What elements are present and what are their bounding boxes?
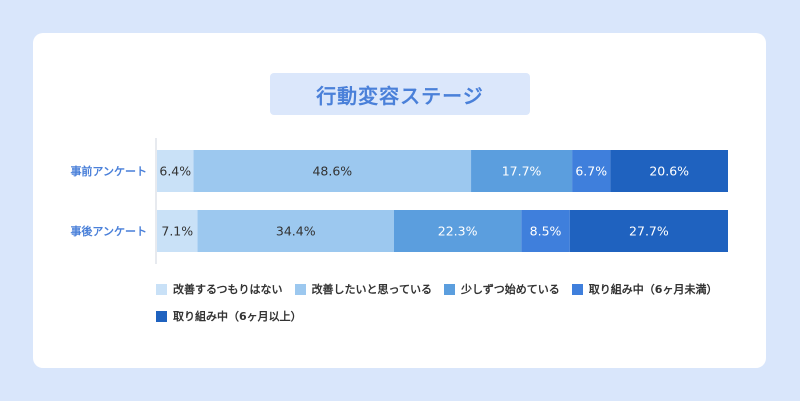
category-label: 事前アンケート xyxy=(70,164,147,178)
legend-label: 取り組み中（6ヶ月未満） xyxy=(588,283,718,296)
legend-label: 取り組み中（6ヶ月以上） xyxy=(173,310,302,323)
bar-segment xyxy=(572,150,611,192)
bar-segment xyxy=(569,210,728,252)
chart-title-box: 行動変容ステージ xyxy=(270,73,530,115)
bar-segment xyxy=(193,150,472,192)
legend-item: 改善したいと思っている xyxy=(294,281,433,297)
legend-label: 少しずつ始めている xyxy=(461,283,560,296)
data-label: 17.7% xyxy=(502,164,542,179)
data-label: 7.1% xyxy=(161,224,193,239)
legend-item: 改善するつもりはない xyxy=(156,281,283,297)
data-label: 6.7% xyxy=(575,164,607,179)
data-label: 48.6% xyxy=(312,164,352,179)
bar-segment xyxy=(197,210,394,252)
legend-row: 改善するつもりはない 改善したいと思っている 少しずつ始めている 取り組み中（6ヶ月未… xyxy=(156,282,756,296)
bar-segment xyxy=(610,150,728,192)
chart-title: 行動変容ステージ xyxy=(316,83,484,108)
legend-item: 取り組み中（6ヶ月以上） xyxy=(156,308,302,324)
chart-legend: 改善するつもりはない 改善したいと思っている 少しずつ始めている 取り組み中（6ヶ月未… xyxy=(156,282,756,336)
legend-swatch xyxy=(156,283,167,295)
legend-swatch xyxy=(444,283,456,295)
legend-swatch xyxy=(571,283,583,295)
legend-swatch xyxy=(294,283,306,295)
legend-item: 少しずつ始めている xyxy=(444,281,560,297)
data-label: 8.5% xyxy=(530,224,562,239)
legend-label: 改善するつもりはない xyxy=(173,283,283,296)
bar-segment xyxy=(521,210,570,252)
legend-row: 取り組み中（6ヶ月以上） xyxy=(156,309,756,323)
data-label: 22.3% xyxy=(438,224,478,239)
data-label: 27.7% xyxy=(629,224,669,239)
bar-segment xyxy=(471,150,573,192)
bar-segment xyxy=(393,210,522,252)
bar-segment xyxy=(157,150,194,192)
legend-item: 取り組み中（6ヶ月未満） xyxy=(571,281,718,297)
legend-label: 改善したいと思っている xyxy=(311,283,433,296)
data-label: 6.4% xyxy=(159,164,191,179)
data-label: 20.6% xyxy=(649,164,689,179)
data-label: 34.4% xyxy=(276,224,316,239)
legend-swatch xyxy=(156,310,167,322)
category-label: 事後アンケート xyxy=(70,224,147,238)
bar-segment xyxy=(157,210,198,252)
